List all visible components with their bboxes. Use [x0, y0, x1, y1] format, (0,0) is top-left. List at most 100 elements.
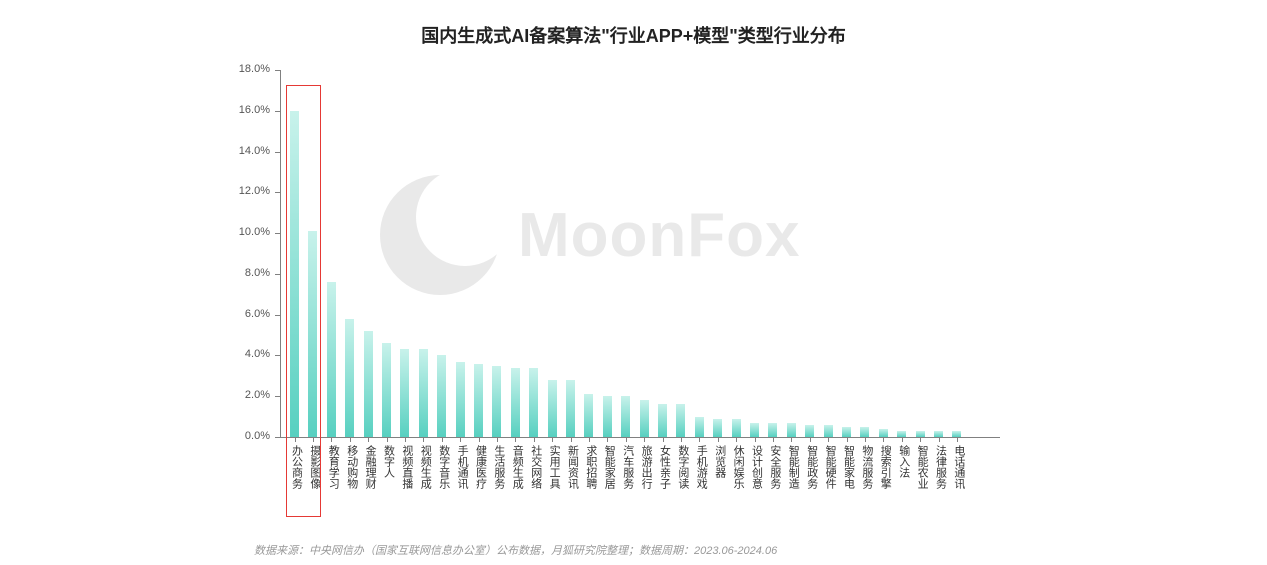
x-tick-label: 移动购物: [344, 445, 360, 489]
x-tick-label: 数字音乐: [436, 445, 452, 489]
x-tick-label: 输入法: [896, 445, 912, 478]
bar: [474, 364, 483, 437]
x-tick: [497, 437, 498, 442]
x-tick: [460, 437, 461, 442]
x-tick-label: 求职招聘: [583, 445, 599, 489]
y-tick-label: 10.0%: [220, 226, 270, 238]
x-tick: [755, 437, 756, 442]
x-tick: [552, 437, 553, 442]
x-tick: [663, 437, 664, 442]
y-tick: [275, 152, 280, 153]
bar: [584, 394, 593, 437]
x-tick-label: 金融理财: [362, 445, 378, 489]
bar: [529, 368, 538, 437]
x-tick-label: 法律服务: [933, 445, 949, 489]
x-tick: [571, 437, 572, 442]
x-tick-label: 智能制造: [785, 445, 801, 489]
bar: [492, 366, 501, 437]
y-axis: [280, 70, 281, 437]
bar: [824, 425, 833, 437]
bar: [750, 423, 759, 437]
x-tick-label: 视频直播: [399, 445, 415, 489]
bar: [787, 423, 796, 437]
x-axis: [280, 437, 1000, 438]
x-tick-label: 健康医疗: [473, 445, 489, 489]
x-tick-label: 新闻资讯: [565, 445, 581, 489]
bar: [732, 419, 741, 437]
y-tick: [275, 111, 280, 112]
x-tick-label: 汽车服务: [620, 445, 636, 489]
bar: [456, 362, 465, 437]
x-tick: [773, 437, 774, 442]
x-tick: [718, 437, 719, 442]
bar: [327, 282, 336, 437]
x-tick: [405, 437, 406, 442]
bar: [658, 404, 667, 437]
x-tick-label: 智能硬件: [822, 445, 838, 489]
x-tick-label: 设计创意: [749, 445, 765, 489]
bar: [511, 368, 520, 437]
x-tick-label: 安全服务: [767, 445, 783, 489]
x-tick-label: 智能政务: [804, 445, 820, 489]
x-tick: [828, 437, 829, 442]
x-tick: [791, 437, 792, 442]
bar: [842, 427, 851, 437]
bar: [419, 349, 428, 437]
bar: [676, 404, 685, 437]
x-tick-label: 教育学习: [325, 445, 341, 489]
x-tick: [902, 437, 903, 442]
bar: [603, 396, 612, 437]
x-tick-label: 智能家居: [601, 445, 617, 489]
x-tick: [681, 437, 682, 442]
x-tick: [331, 437, 332, 442]
y-tick-label: 14.0%: [220, 145, 270, 157]
x-tick-label: 智能家电: [841, 445, 857, 489]
x-tick-label: 手机通讯: [454, 445, 470, 489]
x-tick-label: 旅游出行: [638, 445, 654, 489]
x-tick-label: 女性亲子: [657, 445, 673, 489]
highlight-box: [286, 85, 321, 517]
y-tick: [275, 70, 280, 71]
bar: [879, 429, 888, 437]
x-tick: [810, 437, 811, 442]
x-tick: [957, 437, 958, 442]
y-tick-label: 8.0%: [220, 267, 270, 279]
x-tick: [442, 437, 443, 442]
x-tick-label: 智能农业: [914, 445, 930, 489]
source-note: 数据来源：中央网信办（国家互联网信息办公室）公布数据，月狐研究院整理；数据周期：…: [254, 542, 777, 558]
bar: [382, 343, 391, 437]
bar: [695, 417, 704, 437]
y-tick: [275, 437, 280, 438]
x-tick-label: 休闲娱乐: [730, 445, 746, 489]
x-tick-label: 社交网络: [528, 445, 544, 489]
y-tick: [275, 233, 280, 234]
y-tick: [275, 355, 280, 356]
bar: [768, 423, 777, 437]
x-tick-label: 数字阅读: [675, 445, 691, 489]
y-tick-label: 2.0%: [220, 389, 270, 401]
x-tick: [847, 437, 848, 442]
x-tick-label: 生活服务: [491, 445, 507, 489]
bar: [640, 400, 649, 437]
x-tick-label: 音频生成: [509, 445, 525, 489]
x-tick: [423, 437, 424, 442]
bar: [621, 396, 630, 437]
x-tick: [699, 437, 700, 442]
bar: [566, 380, 575, 437]
y-tick: [275, 396, 280, 397]
x-tick: [736, 437, 737, 442]
x-tick: [479, 437, 480, 442]
y-tick-label: 18.0%: [220, 63, 270, 75]
y-tick-label: 12.0%: [220, 185, 270, 197]
x-tick-label: 搜索引擎: [877, 445, 893, 489]
x-tick: [939, 437, 940, 442]
x-tick: [368, 437, 369, 442]
x-tick-label: 视频生成: [417, 445, 433, 489]
x-tick: [534, 437, 535, 442]
x-tick-label: 电话通讯: [951, 445, 967, 489]
chart-title: 国内生成式AI备案算法"行业APP+模型"类型行业分布: [0, 22, 1267, 48]
y-tick-label: 6.0%: [220, 308, 270, 320]
x-tick: [387, 437, 388, 442]
bar: [364, 331, 373, 437]
bar: [805, 425, 814, 437]
